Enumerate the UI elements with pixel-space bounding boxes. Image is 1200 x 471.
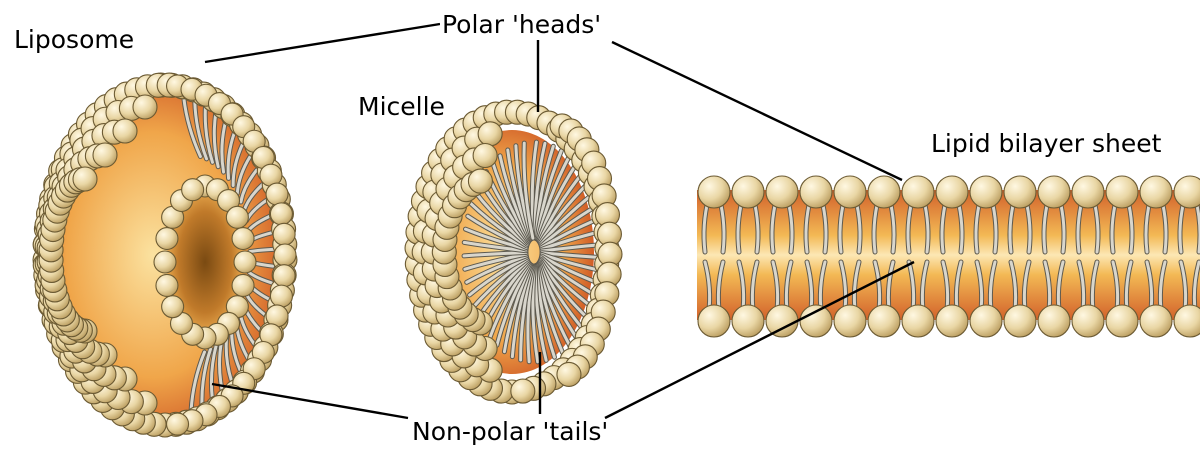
- lipid-head: [269, 284, 293, 308]
- lipid-head: [969, 175, 1003, 209]
- lipid-head: [273, 243, 297, 267]
- lipid-tail: [225, 129, 237, 181]
- lipid-head: [112, 118, 138, 144]
- lipid-head: [1173, 175, 1200, 209]
- lipid-tail: [192, 98, 210, 162]
- lipid-tail: [470, 256, 530, 310]
- lipid-head: [272, 264, 296, 288]
- lipid-tail: [461, 249, 529, 259]
- lipid-tail: [230, 141, 246, 189]
- lipid-tail: [462, 251, 529, 272]
- lipid-tail: [465, 213, 529, 250]
- lipid-head: [901, 175, 935, 209]
- lipid-head: [265, 182, 289, 206]
- lipid-head: [969, 304, 1003, 338]
- leader-tails-to-liposome: [211, 382, 409, 420]
- lipid-head: [165, 412, 190, 436]
- lipid-head: [467, 168, 493, 194]
- lipid-head: [1037, 175, 1071, 209]
- leader-lines: [204, 22, 915, 420]
- lipid-tail: [521, 140, 536, 241]
- micelle-illustration: [404, 99, 623, 405]
- lipid-head: [697, 175, 731, 209]
- lipid-head: [155, 273, 179, 298]
- liposome-outer-heads: [32, 72, 298, 438]
- lipid-tail: [464, 253, 529, 285]
- lipid-head: [132, 94, 158, 120]
- leader-heads-to-bilayer: [611, 40, 903, 182]
- lipid-head: [799, 304, 833, 338]
- lipid-tail: [202, 104, 215, 165]
- lipid-head: [731, 175, 765, 209]
- lipid-tail: [461, 239, 529, 254]
- lipid-bilayer-illustration: [697, 175, 1200, 338]
- lipid-head: [901, 304, 935, 338]
- lipid-head: [231, 273, 255, 298]
- lipid-tail: [219, 119, 228, 175]
- lipid-head: [1105, 175, 1139, 209]
- micelle-label: Micelle: [356, 92, 447, 121]
- micelle-heads: [404, 99, 623, 405]
- polar-heads-label: Polar 'heads': [440, 10, 604, 39]
- lipid-head: [92, 142, 118, 168]
- lipid-head: [1139, 304, 1173, 338]
- lipid-head: [1037, 304, 1071, 338]
- lipid-head: [155, 226, 179, 251]
- bilayer-heads: [697, 175, 1200, 338]
- lipid-head: [1071, 304, 1105, 338]
- lipid-head: [833, 304, 867, 338]
- lipid-tail: [467, 254, 530, 298]
- lipid-head: [556, 361, 582, 387]
- lipid-head: [1071, 175, 1105, 209]
- leader-tails-to-bilayer: [604, 260, 915, 420]
- lipid-tail: [188, 349, 208, 413]
- lipid-head: [1173, 304, 1200, 338]
- lipid-head: [161, 295, 185, 319]
- lipid-head: [867, 304, 901, 338]
- lipid-head: [225, 205, 249, 229]
- lipid-head: [867, 175, 901, 209]
- lipid-tail: [246, 269, 274, 286]
- lipid-head: [233, 250, 257, 274]
- lipid-tail: [247, 246, 276, 255]
- non-polar-tails-label: Non-polar 'tails': [410, 417, 611, 446]
- lipid-head: [1003, 304, 1037, 338]
- lipid-head: [765, 175, 799, 209]
- lipid-head: [799, 175, 833, 209]
- lipid-tail: [211, 111, 221, 170]
- liposome-inner-heads: [153, 174, 257, 350]
- liposome-inner-cavity: [167, 190, 243, 334]
- lipid-tail: [217, 337, 225, 394]
- lipid-head: [731, 304, 765, 338]
- leader-heads-to-liposome: [204, 22, 441, 64]
- lipid-head: [1003, 175, 1037, 209]
- lipid-head: [72, 166, 98, 192]
- lipid-tail: [234, 153, 253, 196]
- lipid-tail: [181, 94, 203, 160]
- lipid-head: [1105, 304, 1139, 338]
- lipid-head: [935, 175, 969, 209]
- lipid-head: [1139, 175, 1173, 209]
- lipid-head: [269, 202, 293, 226]
- lipid-bilayer-sheet-label: Lipid bilayer sheet: [929, 129, 1164, 158]
- lipid-head: [935, 304, 969, 338]
- lipid-tail: [463, 226, 529, 252]
- lipid-head: [510, 378, 536, 404]
- lipid-head: [472, 142, 498, 169]
- lipid-tail: [238, 167, 260, 205]
- lipid-tail: [199, 346, 214, 408]
- lipid-head: [231, 226, 255, 251]
- lipid-tail: [208, 342, 219, 402]
- liposome-label: Liposome: [12, 25, 137, 54]
- lipid-head: [833, 175, 867, 209]
- lipid-head: [477, 121, 503, 147]
- lipid-head: [765, 304, 799, 338]
- lipid-head: [153, 250, 177, 274]
- lipid-head: [272, 222, 296, 246]
- lipid-head: [181, 178, 205, 202]
- liposome-illustration: [32, 72, 298, 438]
- lipid-head: [697, 304, 731, 338]
